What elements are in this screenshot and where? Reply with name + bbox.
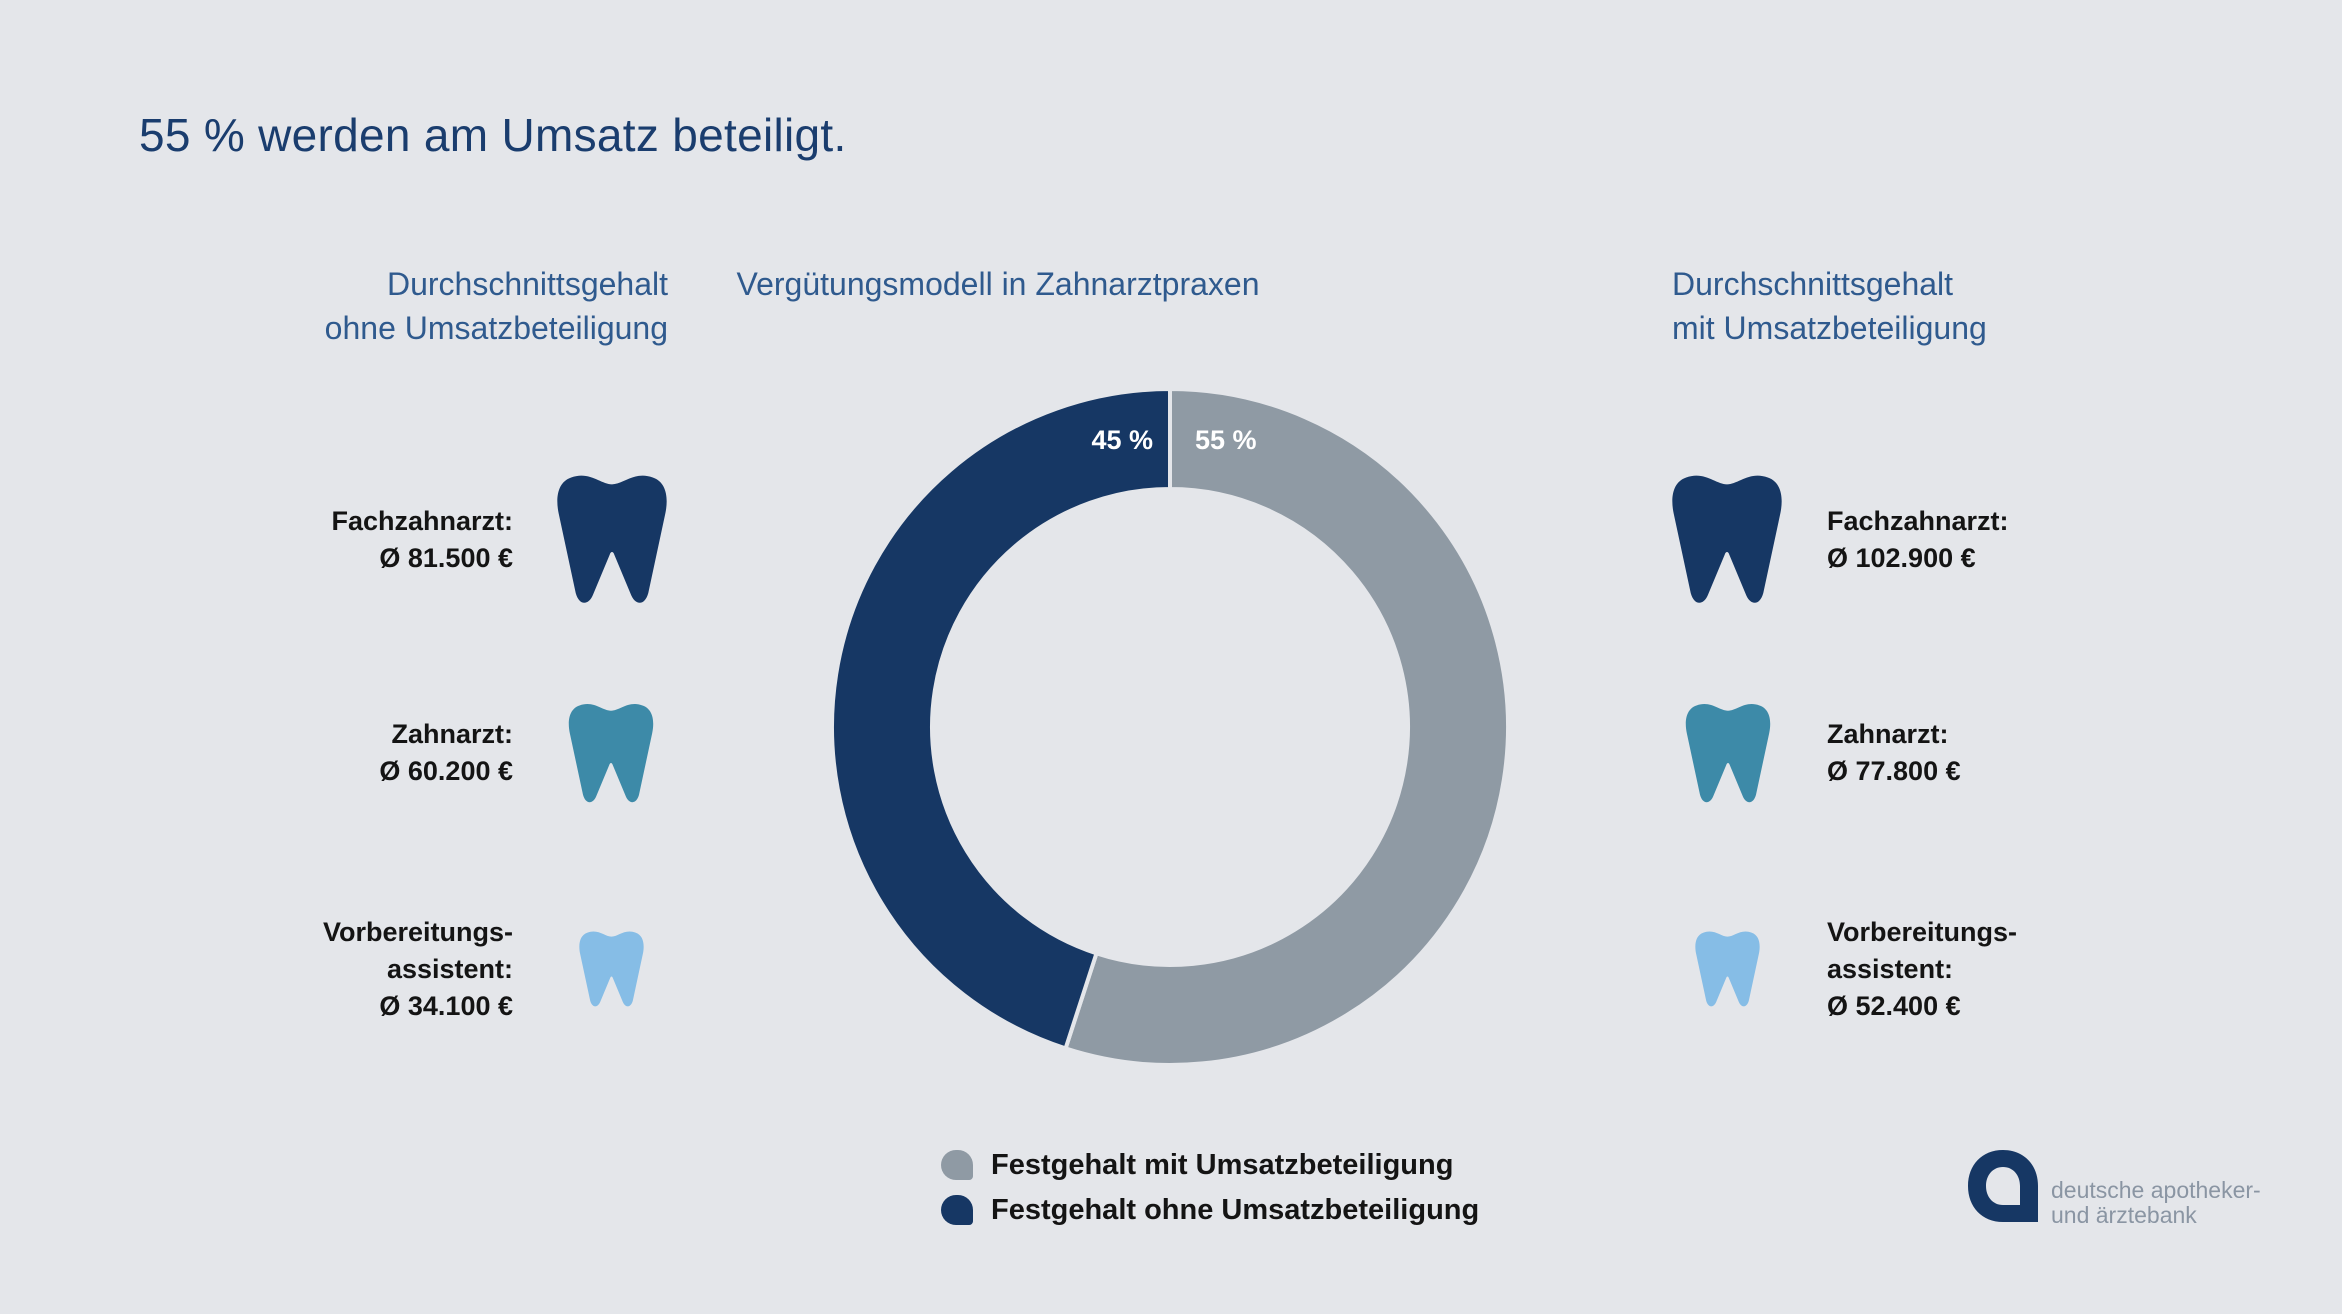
legend-item-ohne: Festgehalt ohne Umsatzbeteiligung [941,1190,1479,1230]
chart-title-text: Vergütungsmodell in Zahnarztpraxen [736,266,1260,302]
chart-title: Vergütungsmodell in Zahnarztpraxen [0,262,2342,306]
brand-logo-shape [1968,1150,2038,1222]
page-title: 55 % werden am Umsatz beteiligt. [139,109,847,161]
right-entry-role-cont: assistent: [1827,954,1954,984]
tooth-shape [1695,931,1760,1007]
left-entry-salary: Ø 60.200 € [379,756,513,786]
left-entry-role: Vorbereitungs- [322,917,513,947]
legend-swatch [941,1150,973,1180]
left-entry-role-cont: assistent: [386,954,513,984]
right-heading-line-1: Durchschnittsgehalt [1672,266,1954,302]
tooth-icon [557,475,667,603]
brand-name: deutsche apotheker- und ärztebank [2051,1178,2261,1228]
right-column-heading: Durchschnittsgehalt mit Umsatzbeteiligun… [1672,262,1987,350]
tooth-shape [1672,475,1782,603]
tooth-icon [1685,704,1771,803]
brand-line-1: deutsche apotheker- [2051,1177,2261,1203]
data-label-ohne: 45 % [1091,425,1153,455]
left-entry-role: Fachzahnarzt: [331,506,513,536]
legend-label: Festgehalt mit Umsatzbeteiligung [991,1148,1454,1181]
tooth-shape [1685,704,1771,803]
left-entry-salary: Ø 34.100 € [379,991,513,1021]
tooth-shape [568,704,654,803]
right-entry-fachzahnarzt: Fachzahnarzt: Ø 102.900 € [1827,503,2009,577]
tooth-shape [557,475,667,603]
right-entry-role: Zahnarzt: [1827,719,1949,749]
left-entry-zahnarzt: Zahnarzt: Ø 60.200 € [379,716,513,790]
left-entry-vorbereitungsassistent: Vorbereitungs- assistent: Ø 34.100 € [323,914,513,1025]
brand-line-2: und ärztebank [2051,1202,2197,1228]
right-entry-salary: Ø 77.800 € [1827,756,1961,786]
tooth-icon [1695,931,1760,1007]
right-entry-vorbereitungsassistent: Vorbereitungs- assistent: Ø 52.400 € [1827,914,2017,1025]
legend-label: Festgehalt ohne Umsatzbeteiligung [991,1193,1480,1226]
right-heading-line-2: mit Umsatzbeteiligung [1672,310,1987,346]
tooth-icon [568,704,654,803]
right-entry-salary: Ø 52.400 € [1827,991,1961,1021]
right-entry-role: Vorbereitungs- [1827,917,2018,947]
tooth-shape [579,931,644,1007]
legend-item-mit: Festgehalt mit Umsatzbeteiligung [941,1145,1453,1185]
left-entry-salary: Ø 81.500 € [379,543,513,573]
left-entry-fachzahnarzt: Fachzahnarzt: Ø 81.500 € [331,503,513,577]
data-label-mit: 55 % [1195,425,1257,455]
left-heading-line-2: ohne Umsatzbeteiligung [324,310,668,346]
left-heading-line-1: Durchschnittsgehalt [386,266,668,302]
tooth-icon [1672,475,1782,603]
legend-swatch [941,1195,973,1225]
right-entry-role: Fachzahnarzt: [1827,506,2009,536]
right-entry-salary: Ø 102.900 € [1827,543,1976,573]
right-entry-zahnarzt: Zahnarzt: Ø 77.800 € [1827,716,1961,790]
brand-logo-icon [1968,1150,2038,1222]
donut-slice-ohne [829,386,1172,1051]
tooth-icon [579,931,644,1007]
left-column-heading: Durchschnittsgehalt ohne Umsatzbeteiligu… [325,262,668,350]
donut-slice-mit [1063,386,1510,1067]
left-entry-role: Zahnarzt: [391,719,514,749]
